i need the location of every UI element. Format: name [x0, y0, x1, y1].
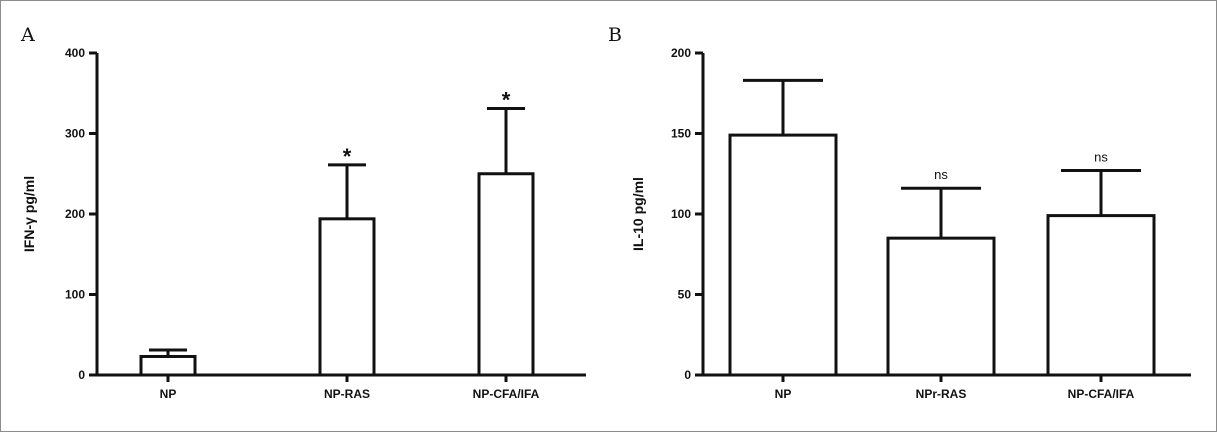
x-category-label: NP	[775, 387, 792, 401]
y-tick-label: 200	[65, 207, 85, 221]
y-tick-label: 0	[78, 368, 85, 382]
bar	[728, 133, 838, 377]
y-tick-label: 100	[671, 207, 691, 221]
bar	[1046, 214, 1156, 377]
y-tick-label: 400	[65, 46, 85, 60]
bar	[139, 354, 197, 377]
chart-panel-a: A IFN-γ pg/ml 0 100 200 300 400 NP NP-RAS * NP-CFA…	[20, 24, 586, 401]
x-category-label: NP-CFA/IFA	[473, 387, 540, 401]
chart-panel-b: B IL-10 pg/ml 0 50 100 150 200 NP NPr-RAS ns NP-CF…	[608, 24, 1191, 401]
significance-label: ns	[1094, 150, 1108, 165]
panel-letter: B	[608, 24, 622, 46]
bar	[886, 236, 996, 377]
y-tick-label: 200	[671, 46, 691, 60]
x-category-label: NP-RAS	[324, 387, 370, 401]
significance-label: *	[502, 88, 511, 113]
y-axis-label: IFN-γ pg/ml	[21, 176, 37, 252]
bar	[477, 172, 535, 377]
significance-label: *	[343, 144, 352, 169]
y-tick-label: 300	[65, 127, 85, 141]
x-category-label: NP-CFA/IFA	[1068, 387, 1135, 401]
y-tick-label: 150	[671, 127, 691, 141]
panel-letter: A	[20, 24, 35, 46]
y-tick-label: 50	[678, 288, 692, 302]
bar	[318, 217, 376, 377]
significance-label: ns	[934, 167, 948, 182]
y-axis-label: IL-10 pg/ml	[630, 177, 646, 251]
y-tick-label: 0	[684, 368, 691, 382]
x-category-label: NPr-RAS	[916, 387, 967, 401]
y-tick-label: 100	[65, 288, 85, 302]
x-category-label: NP	[160, 387, 177, 401]
